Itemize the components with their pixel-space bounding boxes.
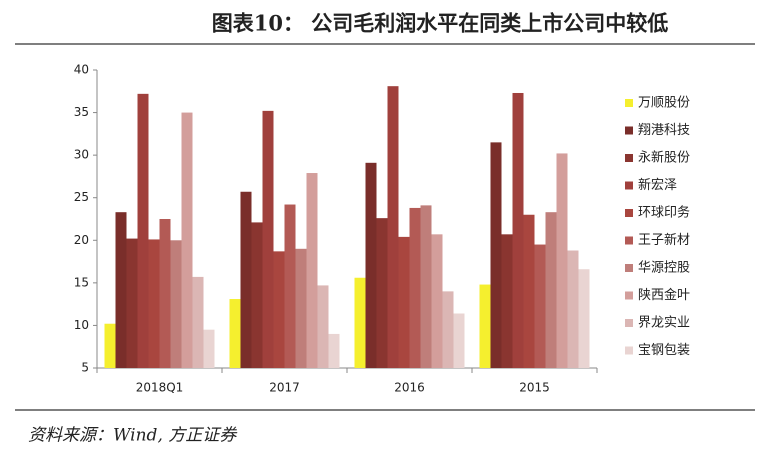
bar (578, 269, 590, 368)
bar (295, 248, 307, 368)
bar (556, 153, 568, 368)
y-tick-label: 15 (74, 275, 89, 289)
bar (442, 291, 454, 368)
bar (192, 276, 204, 368)
bar (229, 299, 241, 368)
bar (251, 222, 263, 368)
bar (490, 142, 502, 368)
legend-label: 华源控股 (638, 261, 690, 276)
bar (534, 244, 546, 368)
bar (354, 277, 366, 368)
x-tick-label: 2016 (394, 381, 425, 395)
bar (159, 219, 171, 368)
legend-label: 界龙实业 (638, 316, 690, 331)
bar (203, 329, 215, 368)
bar (567, 250, 579, 368)
legend-label: 王子新材 (638, 232, 690, 248)
x-tick-label: 2017 (269, 381, 300, 395)
x-tick-label: 2018Q1 (136, 381, 184, 395)
legend-label: 环球印务 (638, 205, 690, 221)
legend-label: 陕西金叶 (638, 287, 690, 303)
bar (453, 313, 465, 368)
legend-swatch (625, 346, 633, 355)
bar (376, 218, 388, 368)
legend-swatch (625, 236, 633, 245)
source: 资料来源：Wind, 方正证券 (28, 426, 238, 446)
bar (409, 207, 421, 368)
y-tick-label: 25 (74, 190, 89, 204)
bar (398, 236, 410, 368)
legend-swatch (625, 126, 633, 135)
legend-swatch (625, 264, 633, 272)
legend-label: 宝钢包装 (638, 343, 690, 358)
y-tick-label: 40 (74, 63, 89, 77)
bar (523, 214, 535, 368)
legend-label: 新宏泽 (638, 177, 677, 193)
legend-label: 万顺股份 (638, 96, 690, 111)
bar (137, 93, 149, 368)
legend-swatch (625, 181, 633, 190)
legend-swatch (625, 209, 633, 217)
y-tick-label: 35 (74, 105, 89, 119)
bar (431, 234, 443, 368)
y-tick-label: 20 (74, 233, 89, 247)
bar (273, 251, 285, 368)
bar (284, 204, 296, 368)
bar (126, 238, 138, 368)
bar (365, 162, 377, 368)
x-tick-label: 2015 (519, 381, 550, 395)
legend-swatch (625, 319, 633, 327)
legend-swatch (625, 99, 633, 107)
bar (170, 240, 182, 368)
bar (317, 285, 329, 368)
bar (501, 234, 513, 368)
bar (104, 323, 116, 368)
bar (328, 333, 340, 368)
bar (420, 205, 432, 368)
y-tick-label: 30 (74, 148, 89, 162)
bar (479, 284, 491, 368)
bar (181, 112, 193, 368)
legend-swatch (625, 154, 633, 162)
legend-label: 翔港科技 (638, 123, 690, 138)
bar (240, 191, 252, 368)
bar (115, 212, 127, 368)
bar (545, 212, 557, 368)
y-tick-label: 10 (74, 318, 89, 332)
legend-swatch (625, 291, 633, 300)
bar (306, 173, 318, 368)
bar (387, 86, 399, 369)
bar (512, 92, 524, 368)
legend-label: 永新股份 (638, 150, 690, 166)
bar (148, 239, 160, 368)
bar (262, 110, 274, 369)
y-tick-label: 5 (81, 361, 89, 375)
chart-title: 图表10： 公司毛利润水平在同类上市公司中较低 (212, 11, 669, 36)
